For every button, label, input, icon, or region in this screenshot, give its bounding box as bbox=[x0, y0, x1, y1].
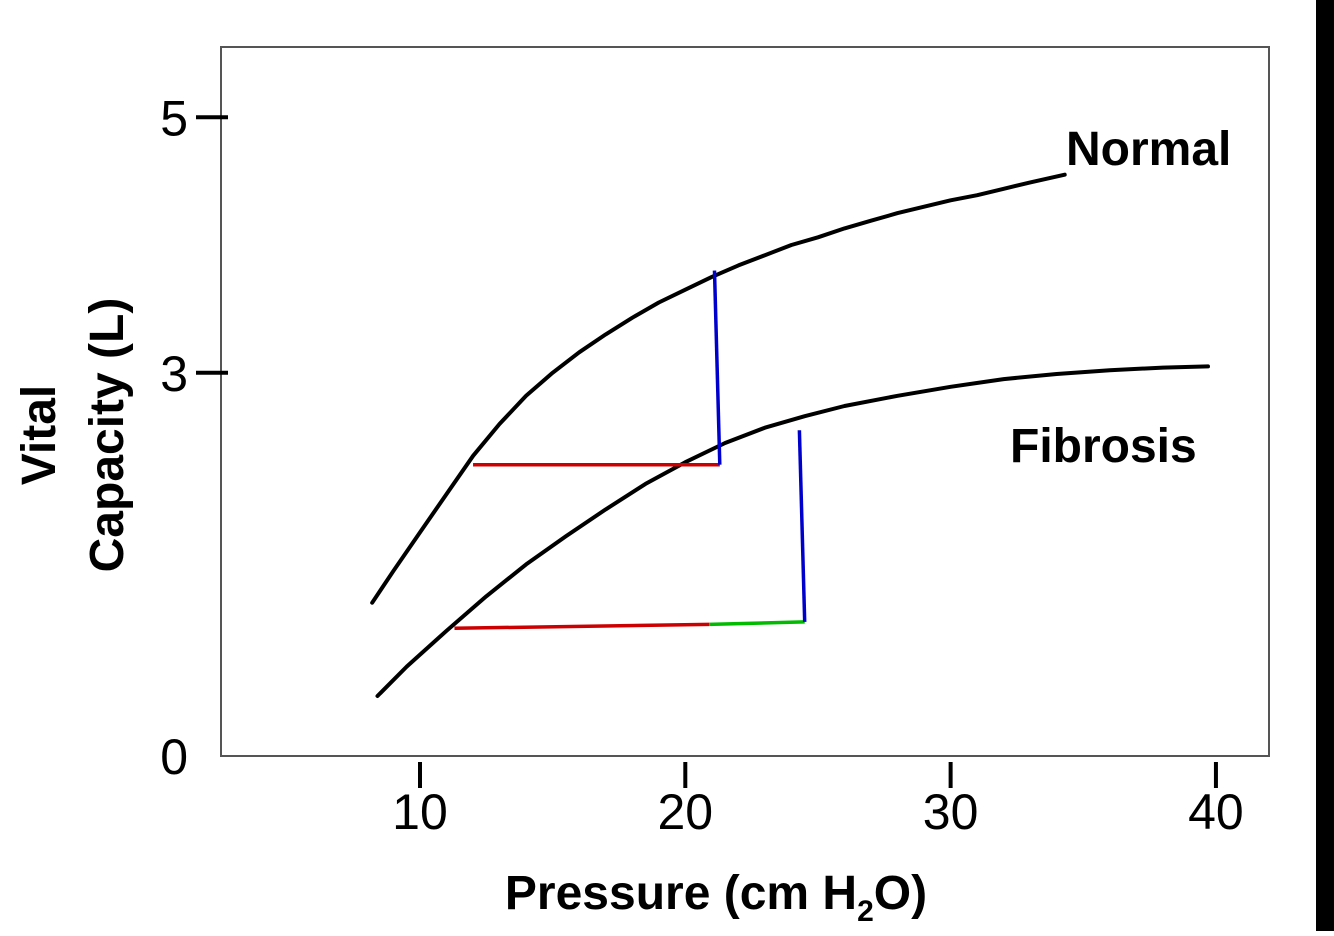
series-label-fibrosis: Fibrosis bbox=[1010, 420, 1197, 473]
annotation-segment-2 bbox=[712, 270, 722, 465]
y-axis-ticks: 0 3 5 bbox=[160, 90, 228, 785]
annotation-layer bbox=[454, 270, 807, 631]
y-axis-title-line1: Vital bbox=[13, 385, 66, 486]
x-tick-label-40: 40 bbox=[1188, 784, 1244, 840]
series-label-normal: Normal bbox=[1066, 123, 1231, 176]
x-tick-label-30: 30 bbox=[923, 784, 979, 840]
series-line-normal bbox=[370, 172, 1067, 605]
x-tick-label-10: 10 bbox=[392, 784, 448, 840]
annotation-segment-3 bbox=[454, 622, 710, 631]
annotation-segment-5 bbox=[797, 430, 807, 622]
y-tick-label-5: 5 bbox=[160, 90, 188, 146]
x-axis-ticks: 10 20 30 40 bbox=[392, 762, 1244, 840]
x-axis-title-subscript: 2 bbox=[857, 895, 874, 928]
y-axis-title-line2: Capacity (L) bbox=[81, 298, 134, 573]
x-axis-title-main: Pressure (cm H bbox=[505, 867, 857, 920]
annotation-segment-4 bbox=[709, 620, 805, 627]
y-tick-label-3: 3 bbox=[160, 346, 188, 402]
plot-frame bbox=[220, 46, 1270, 757]
y-tick-label-0: 0 bbox=[160, 729, 188, 785]
edge-bar bbox=[1316, 0, 1334, 931]
x-axis-title: Pressure (cm H2O) bbox=[505, 867, 927, 928]
series-layer bbox=[370, 172, 1210, 698]
series-line-fibrosis bbox=[375, 364, 1210, 698]
x-axis-title-end: O) bbox=[874, 867, 927, 920]
x-tick-label-20: 20 bbox=[657, 784, 713, 840]
